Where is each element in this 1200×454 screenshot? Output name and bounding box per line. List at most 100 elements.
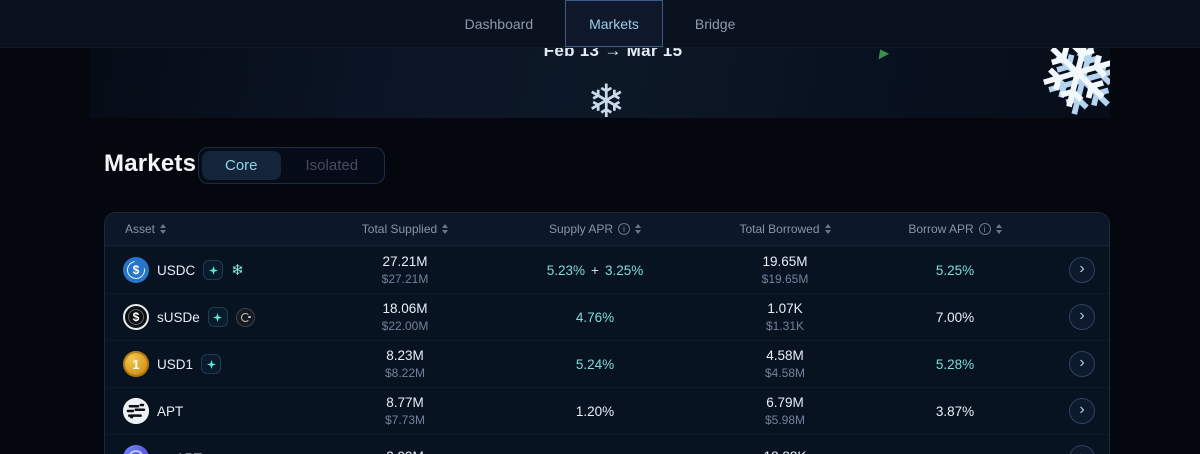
supplied-usd: $8.22M [384, 366, 426, 380]
borrow-apr-cell: 7.00% [935, 309, 975, 325]
total-supplied-cell: 8.77M $7.73M [285, 395, 525, 427]
column-header-asset[interactable]: Asset [105, 222, 285, 236]
sparkle-icon [208, 265, 218, 275]
sparkle-badge[interactable] [203, 260, 224, 280]
chevron-right-icon: › [1079, 307, 1085, 324]
borrow-apr-cell: 5.25% [935, 262, 975, 278]
asset-cell: 1 USD1 [105, 351, 285, 377]
column-header-supply-apr[interactable]: Supply APR i [525, 222, 665, 236]
row-expand-button[interactable]: › [1069, 398, 1095, 424]
asset-cell: $ USDC ❄ [105, 257, 285, 283]
total-borrowed-cell: 6.79M $5.98M [665, 395, 905, 427]
supply-apr-cell: 5.24% [575, 356, 615, 372]
sort-icon [160, 224, 167, 234]
asset-symbol: USD1 [157, 356, 194, 372]
plus-icon: + [591, 262, 599, 278]
total-supplied-cell: 27.21M $27.21M [285, 254, 525, 286]
total-borrowed-cell: 4.58M $4.58M [665, 348, 905, 380]
info-icon[interactable]: i [618, 223, 631, 235]
borrow-apr-cell: 3.87% [935, 403, 975, 419]
asset-cell: $ sUSDe [105, 304, 285, 330]
table-row-susde[interactable]: $ sUSDe 18.06M $22.00M 4.76% 1.07K $1.31… [105, 293, 1109, 340]
asset-symbol: amAPT [157, 451, 202, 454]
banner-date-range: Feb 13 → Mar 15 [543, 48, 683, 60]
market-type-tabs: Core Isolated [198, 147, 386, 184]
row-expand-button[interactable]: › [1069, 304, 1095, 330]
chevron-right-icon: › [1079, 354, 1085, 371]
borrowed-amount: 1.07K [767, 301, 803, 316]
asset-cell: amAPT [105, 445, 285, 454]
borrow-apr-cell: 5.28% [935, 356, 975, 372]
susde-icon: $ [123, 304, 149, 330]
total-supplied-cell: 18.06M $22.00M [285, 301, 525, 333]
supplied-usd: $22.00M [381, 319, 429, 333]
supplied-amount: 27.21M [382, 254, 428, 269]
sparkle-icon [206, 359, 216, 369]
sparkle-icon [213, 312, 223, 322]
total-borrowed-cell: 19.65M $19.65M [665, 254, 905, 286]
supplied-usd: $7.73M [384, 413, 426, 427]
asset-symbol: USDC [157, 262, 196, 278]
table-row-amapt[interactable]: amAPT 3.99M 18.88K › [105, 434, 1109, 454]
sort-icon [442, 224, 449, 234]
info-icon[interactable]: i [978, 223, 991, 235]
supply-apr-cell: 1.20% [575, 403, 615, 419]
table-row-usd1[interactable]: 1 USD1 8.23M $8.22M 5.24% 4.58M $4.58M 5… [105, 340, 1109, 387]
tab-isolated[interactable]: Isolated [305, 157, 359, 174]
snowflake-decoration-icon: ❄ [587, 75, 626, 118]
total-borrowed-cell: 1.07K $1.31K [665, 301, 905, 333]
row-expand-button[interactable]: › [1069, 445, 1095, 454]
borrowed-amount: 18.88K [665, 449, 905, 454]
supplied-amount: 3.99M [285, 449, 525, 454]
nav-item-dashboard[interactable]: Dashboard [464, 15, 534, 32]
sort-icon [995, 224, 1002, 234]
sparkle-badge[interactable] [207, 307, 228, 327]
chevron-right-icon: › [1079, 260, 1085, 277]
sparkle-badge[interactable] [201, 354, 222, 374]
borrowed-amount: 4.58M [766, 348, 804, 363]
total-supplied-cell: 3.99M [285, 449, 525, 454]
aptos-logo-icon [123, 398, 149, 424]
row-expand-button[interactable]: › [1069, 257, 1095, 283]
top-nav: Dashboard Markets Bridge [0, 0, 1200, 48]
borrowed-usd: $4.58M [764, 366, 806, 380]
table-header: Asset Total Supplied Supply APR i Total … [105, 213, 1109, 246]
borrowed-amount: 19.65M [762, 254, 808, 269]
chevron-right-icon: › [1079, 449, 1084, 454]
nav-item-bridge[interactable]: Bridge [694, 15, 736, 32]
total-borrowed-cell: 18.88K [665, 449, 905, 454]
promo-banner: Feb 13 → Mar 15 ❄ ❄ ❄ [90, 48, 1110, 118]
asset-cell: APT [105, 398, 285, 424]
supply-apr-cell: 5.23% + 3.25% [546, 262, 644, 278]
sort-icon [635, 224, 642, 234]
column-header-borrow-apr[interactable]: Borrow APR i [905, 222, 1005, 236]
borrowed-usd: $5.98M [764, 413, 806, 427]
borrowed-usd: $1.31K [765, 319, 805, 333]
chevron-right-icon: › [1079, 401, 1085, 418]
borrowed-usd: $19.65M [761, 272, 809, 286]
tab-core[interactable]: Core [202, 151, 281, 180]
apt-icon [123, 398, 149, 424]
amapt-icon [123, 445, 149, 454]
supplied-usd: $27.21M [381, 272, 429, 286]
table-row-usdc[interactable]: $ USDC ❄ 27.21M $27.21M 5.23% + 3.25% 19… [105, 246, 1109, 293]
page-title: Markets [104, 150, 197, 177]
asset-symbol: sUSDe [157, 309, 200, 325]
points-badge-icon[interactable] [235, 307, 255, 327]
supplied-amount: 8.77M [386, 395, 424, 410]
column-header-total-borrowed[interactable]: Total Borrowed [665, 222, 905, 236]
usdc-icon: $ [123, 257, 149, 283]
sort-icon [824, 224, 831, 234]
asset-symbol: APT [157, 403, 184, 419]
table-row-apt[interactable]: APT 8.77M $7.73M 1.20% 6.79M $5.98M 3.87… [105, 387, 1109, 434]
usd1-icon: 1 [123, 351, 149, 377]
supplied-amount: 8.23M [386, 348, 424, 363]
supplied-amount: 18.06M [382, 301, 428, 316]
row-expand-button[interactable]: › [1069, 351, 1095, 377]
nav-item-markets[interactable]: Markets [565, 0, 663, 47]
column-header-total-supplied[interactable]: Total Supplied [285, 222, 525, 236]
markets-table: Asset Total Supplied Supply APR i Total … [104, 212, 1110, 454]
total-supplied-cell: 8.23M $8.22M [285, 348, 525, 380]
snowflake-reward-icon[interactable]: ❄ [231, 261, 244, 279]
